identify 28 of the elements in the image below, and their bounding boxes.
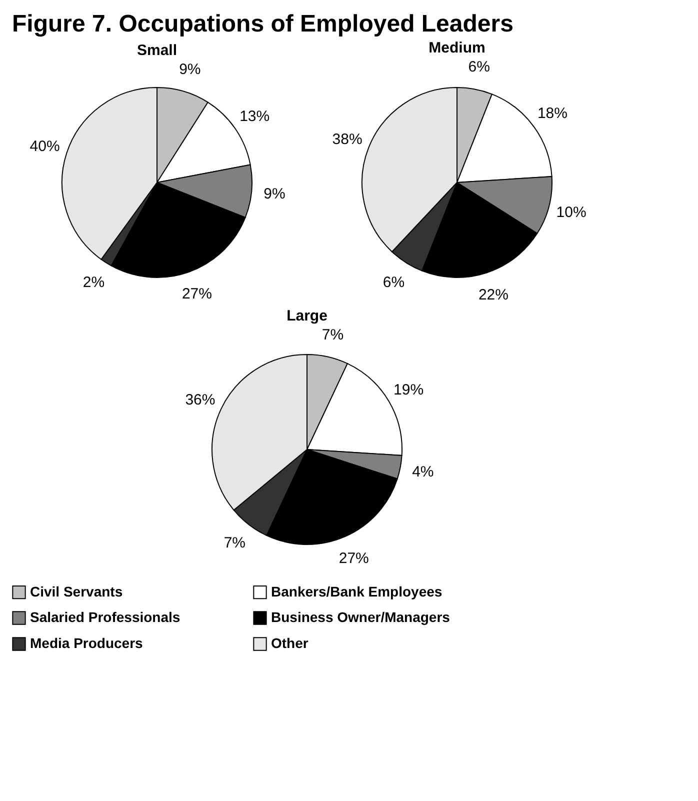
- chart-subtitle: Large: [286, 307, 328, 324]
- data-label: 9%: [179, 61, 201, 78]
- data-label: 13%: [240, 108, 270, 126]
- data-label: 38%: [332, 131, 362, 148]
- legend-label: Bankers/Bank Employees: [271, 583, 442, 600]
- data-label: 4%: [412, 464, 434, 481]
- data-label: 22%: [478, 286, 508, 304]
- chart-subtitle: Medium: [428, 40, 486, 57]
- data-label: 2%: [82, 274, 105, 292]
- data-label: 18%: [537, 105, 568, 122]
- legend-label: Media Producers: [30, 635, 144, 651]
- legend-label: Business Owner/Managers: [271, 609, 450, 625]
- legend-label: Salaried Professionals: [30, 609, 180, 625]
- data-label: 6%: [468, 58, 490, 76]
- data-label: 7%: [322, 326, 344, 344]
- data-label: 27%: [182, 286, 212, 303]
- legend-label: Civil Servants: [30, 583, 123, 600]
- data-label: 19%: [394, 381, 424, 398]
- data-label: 6%: [382, 274, 405, 292]
- chart-title: Figure 7. Occupations of Employed Leaders: [12, 10, 514, 38]
- data-label: 36%: [185, 391, 216, 408]
- data-label: 10%: [556, 204, 586, 221]
- data-label: 7%: [224, 534, 246, 552]
- legend-label: Other: [271, 635, 309, 651]
- chart-subtitle: Small: [136, 42, 178, 60]
- data-label: 27%: [338, 550, 369, 567]
- data-label: 40%: [30, 138, 60, 156]
- data-label: 9%: [264, 186, 286, 203]
